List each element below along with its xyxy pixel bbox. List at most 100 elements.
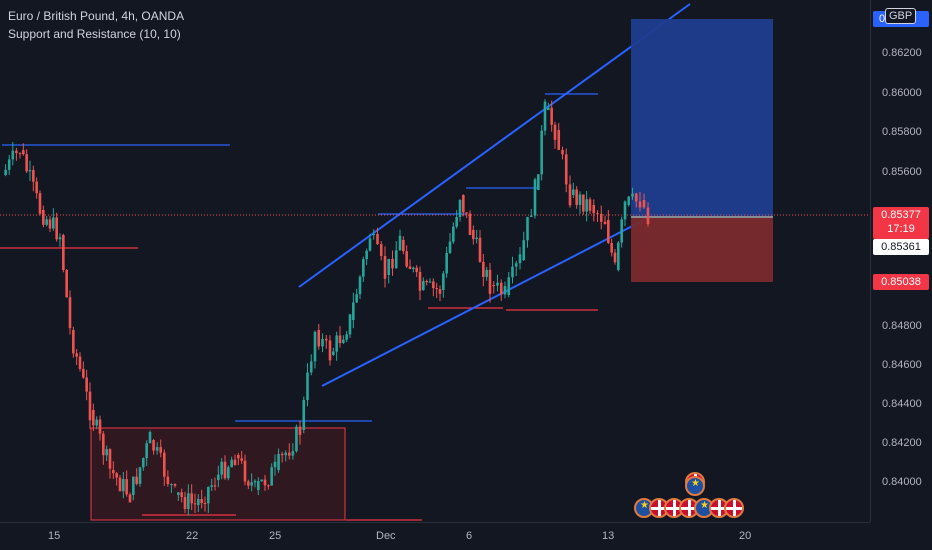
candle-body	[507, 277, 511, 295]
candle-body	[475, 237, 478, 240]
eu-flag-icon[interactable]	[685, 476, 705, 496]
candle-body	[348, 314, 352, 335]
candle-body	[227, 467, 230, 479]
time-tick: 22	[186, 530, 199, 542]
upper-trend-line[interactable]	[298, 3, 691, 288]
candle-body	[503, 286, 507, 295]
price-tick: 0.84200	[882, 437, 922, 449]
candle-body	[345, 334, 348, 340]
candle-body	[358, 276, 362, 295]
candle-body	[452, 226, 455, 242]
candle-body	[634, 193, 638, 202]
candle-body	[522, 240, 526, 260]
candle-body	[68, 297, 72, 329]
price-axis[interactable]: 0.864 0.86200 0.86000 0.85800 0.85600 0.…	[870, 0, 932, 522]
candle-body	[514, 263, 518, 267]
candle-body	[332, 351, 335, 355]
candle-body	[398, 235, 402, 251]
candle-body	[376, 234, 379, 245]
candle-body	[402, 240, 405, 252]
candle-body	[578, 194, 582, 205]
economic-events[interactable]	[634, 472, 754, 520]
candle-body	[35, 181, 38, 194]
candle-body	[391, 258, 394, 269]
candle-body	[537, 174, 540, 190]
price-tick: 0.85600	[882, 166, 922, 178]
candle-body	[355, 294, 358, 303]
candle-body	[309, 361, 313, 373]
candle-body	[125, 479, 128, 495]
price-tick: 0.84400	[882, 398, 922, 410]
candle-body	[233, 459, 237, 466]
candle-body	[465, 212, 468, 214]
candle-body	[4, 169, 7, 175]
price-chart[interactable]	[0, 0, 870, 522]
time-tick: 6	[466, 530, 473, 542]
candle-body	[162, 452, 166, 477]
gb-flag-icon[interactable]	[724, 498, 744, 518]
candle-body	[115, 473, 118, 478]
candle-body	[482, 261, 485, 277]
candle-body	[550, 107, 553, 125]
candle-body	[383, 255, 387, 279]
time-tick: 15	[48, 530, 61, 542]
time-tick: 25	[269, 530, 282, 542]
candle-body	[372, 234, 376, 236]
candle-body	[112, 470, 115, 474]
candle-body	[280, 453, 284, 456]
candle-body	[425, 280, 428, 283]
candle-body	[342, 339, 345, 344]
candle-body	[455, 216, 458, 227]
candle-body	[405, 251, 408, 267]
candle-body	[442, 273, 445, 290]
candle-body	[412, 267, 415, 269]
candle-body	[203, 502, 207, 504]
candle-body	[247, 481, 250, 486]
candle-body	[529, 215, 533, 217]
candle-body	[599, 213, 603, 222]
candle-body	[547, 107, 550, 110]
candle-body	[588, 199, 592, 211]
candle-body	[582, 194, 585, 212]
candle-body	[273, 461, 277, 468]
candle-body	[45, 219, 48, 225]
candle-body	[75, 353, 78, 357]
candle-body	[7, 159, 11, 170]
currency-badge[interactable]: GBP	[885, 8, 917, 24]
candle-body	[284, 452, 288, 456]
candle-body	[142, 458, 145, 468]
candle-body	[418, 271, 422, 291]
candle-body	[603, 221, 607, 225]
candle-body	[543, 101, 547, 131]
candle-body	[365, 250, 368, 260]
indicator-legend[interactable]: Support and Resistance (10, 10)	[8, 27, 181, 41]
candle-body	[472, 230, 475, 240]
candle-body	[387, 258, 391, 275]
time-axis[interactable]: 15 22 25 Dec 6 13 20	[0, 522, 870, 550]
candle-body	[394, 250, 398, 269]
candle-body	[613, 252, 617, 263]
candle-body	[627, 196, 631, 205]
stop-loss-zone[interactable]	[631, 218, 773, 282]
candle-body	[88, 391, 92, 421]
candle-body	[78, 356, 82, 369]
lower-trend-line[interactable]	[321, 217, 649, 387]
candle-body	[488, 269, 492, 294]
candle-body	[298, 426, 302, 435]
candle-body	[445, 252, 448, 274]
candle-body	[257, 481, 260, 490]
take-profit-zone[interactable]	[631, 19, 773, 216]
candle-body	[428, 281, 432, 283]
candle-body	[98, 419, 102, 434]
candle-body	[253, 480, 257, 483]
candle-body	[553, 124, 557, 140]
candle-body	[478, 237, 482, 262]
candle-body	[492, 285, 496, 286]
candle-body	[368, 238, 372, 251]
bar-countdown: 17:19	[887, 223, 915, 235]
symbol-legend[interactable]: Euro / British Pound, 4h, OANDA	[8, 9, 185, 23]
candle-body	[38, 193, 42, 214]
candle-body	[55, 217, 58, 240]
candle-body	[435, 288, 438, 290]
candle-body	[263, 479, 267, 486]
